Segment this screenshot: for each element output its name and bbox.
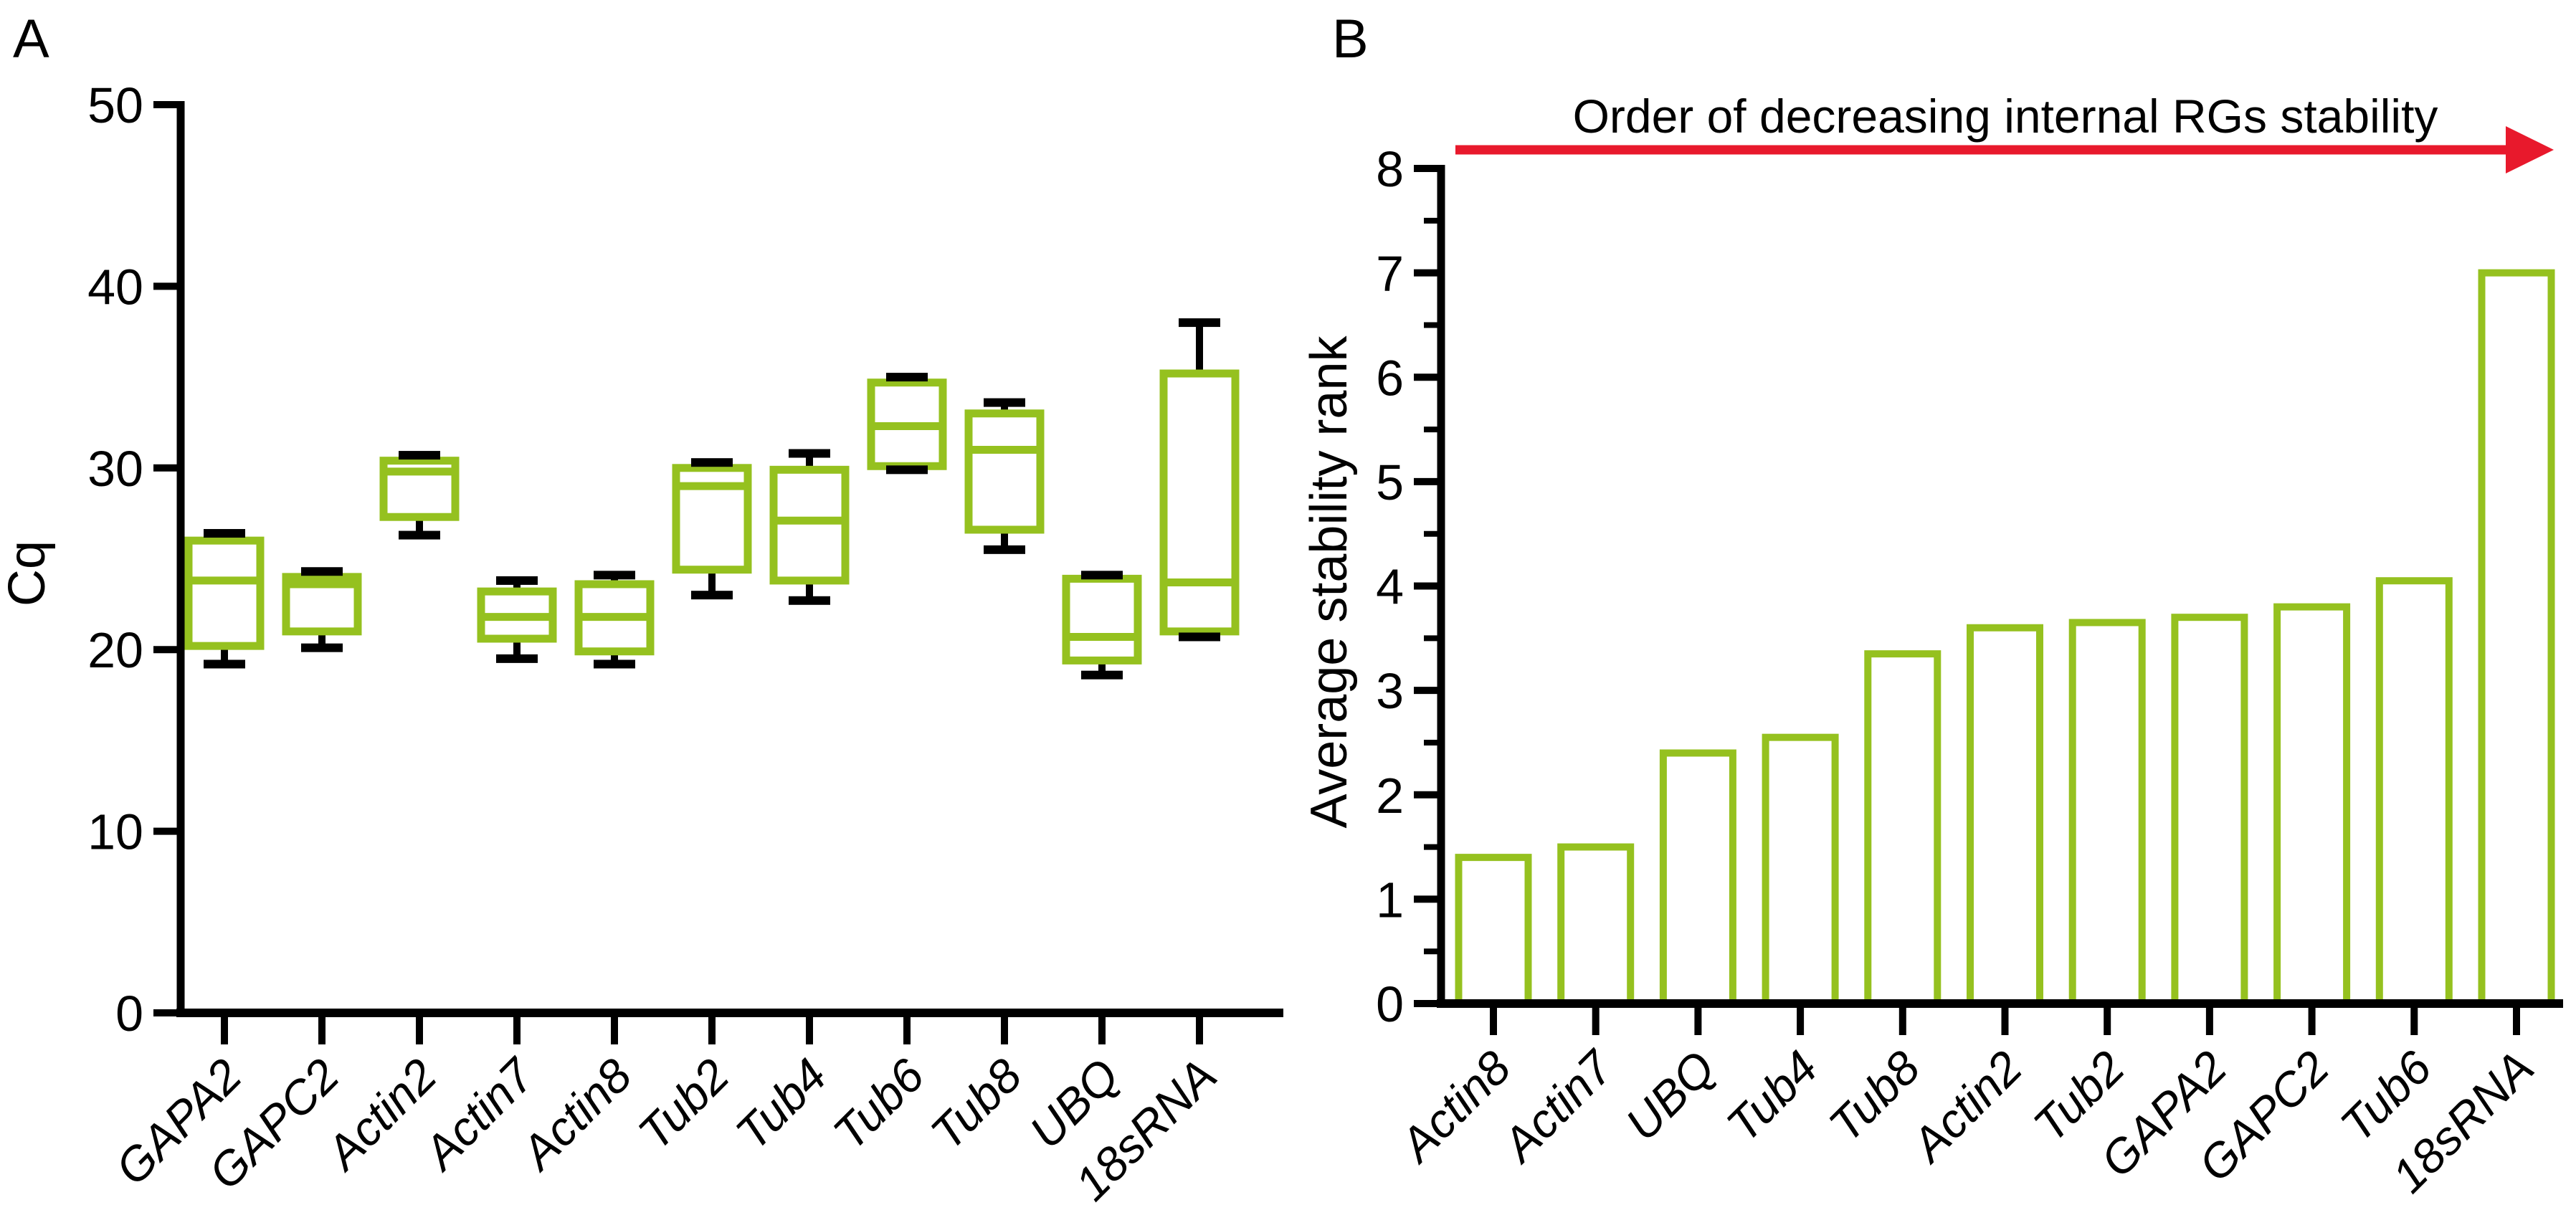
panel-b-y-tick-label: 1 bbox=[1376, 872, 1404, 928]
box-iqr-rect bbox=[184, 536, 265, 650]
bar-rect bbox=[2068, 619, 2146, 1007]
box-min-cap bbox=[1179, 632, 1220, 642]
panel-b-y-tick-label: 4 bbox=[1376, 559, 1404, 615]
panel-b-category-label: Actin7 bbox=[1491, 1039, 1624, 1173]
panel-b-category-label: UBQ bbox=[1615, 1041, 1725, 1151]
panel-a-category-label: Actin7 bbox=[412, 1047, 545, 1181]
panel-a: A Cq 01020304050GAPA2GAPC2Actin2Actin7Ac… bbox=[0, 9, 1283, 1210]
box-min-cap bbox=[1081, 670, 1123, 680]
stability-order-title: Order of decreasing internal RGs stabili… bbox=[1573, 90, 2438, 143]
panel-b-category-label: Actin2 bbox=[1900, 1041, 2033, 1173]
panel-b-letter: B bbox=[1332, 9, 1369, 70]
box-max-cap bbox=[594, 571, 635, 580]
panel-a-category-label: Tub8 bbox=[921, 1048, 1032, 1159]
panel-a-category-label: Tub4 bbox=[726, 1049, 837, 1160]
panel-a-y-axis-title: Cq bbox=[0, 540, 56, 606]
panel-a-letter: A bbox=[13, 9, 49, 70]
panel-a-y-tick-label: 50 bbox=[87, 77, 143, 133]
panel-b-y-tick-label: 5 bbox=[1376, 454, 1404, 510]
panel-b-y-axis-title: Average stability rank bbox=[1301, 335, 1358, 828]
box-min-cap bbox=[886, 465, 928, 475]
bar-rect bbox=[1967, 624, 2043, 1007]
box-max-cap bbox=[496, 576, 538, 585]
panel-b-y-tick-label: 2 bbox=[1376, 768, 1404, 824]
panel-a-category-label: Tub6 bbox=[823, 1048, 934, 1159]
panel-a-category-label: Actin8 bbox=[509, 1048, 642, 1181]
box-max-cap bbox=[886, 373, 928, 382]
box-max-cap bbox=[789, 449, 830, 458]
panel-a-category-label: Actin2 bbox=[314, 1049, 447, 1181]
box-max-cap bbox=[399, 451, 440, 460]
stability-arrow-head-icon bbox=[2506, 126, 2554, 173]
panel-a-y-tick-label: 40 bbox=[87, 259, 143, 315]
panel-b-y-tick-label: 0 bbox=[1376, 976, 1404, 1032]
bar-rect bbox=[2478, 269, 2555, 1007]
box-max-cap bbox=[1081, 571, 1123, 580]
box-max-cap bbox=[301, 567, 343, 576]
box-max-cap bbox=[204, 529, 245, 538]
box-min-cap bbox=[399, 530, 440, 540]
panel-a-y-tick-label: 10 bbox=[87, 804, 143, 860]
box-min-cap bbox=[204, 659, 245, 669]
box-min-cap bbox=[301, 643, 343, 652]
box-min-cap bbox=[984, 545, 1025, 554]
panel-b-y-tick-label: 3 bbox=[1376, 663, 1404, 719]
bar-rect bbox=[1762, 733, 1839, 1007]
box-iqr-rect bbox=[964, 409, 1045, 534]
panel-b-y-tick-label: 7 bbox=[1376, 246, 1404, 302]
panel-a-y-tick-label: 0 bbox=[115, 986, 143, 1042]
bar-rect bbox=[2171, 614, 2248, 1007]
box-iqr-rect bbox=[1159, 369, 1240, 636]
panel-b-category-label: Actin8 bbox=[1388, 1040, 1521, 1173]
bar-rect bbox=[1557, 843, 1635, 1007]
box-min-cap bbox=[691, 591, 733, 600]
box-max-cap bbox=[984, 398, 1025, 407]
panel-a-y-tick-label: 30 bbox=[87, 441, 143, 497]
panel-b: B Average stability rank Order of decrea… bbox=[1301, 9, 2563, 1203]
panel-a-plot: 01020304050GAPA2GAPC2Actin2Actin7Actin8T… bbox=[87, 77, 1283, 1210]
panel-a-category-label: Tub2 bbox=[628, 1049, 739, 1160]
panel-b-category-label: Tub4 bbox=[1716, 1041, 1828, 1152]
bar-rect bbox=[1659, 749, 1736, 1007]
panel-a-y-tick-label: 20 bbox=[87, 622, 143, 678]
box-iqr-rect bbox=[769, 465, 850, 585]
bar-rect bbox=[2375, 577, 2453, 1007]
box-min-cap bbox=[594, 659, 635, 669]
bar-rect bbox=[1864, 650, 1941, 1007]
box-min-cap bbox=[496, 654, 538, 663]
box-max-cap bbox=[691, 458, 733, 467]
panel-b-plot: 012345678Actin8Actin7UBQTub4Tub8Actin2Tu… bbox=[1376, 141, 2563, 1203]
box-min-cap bbox=[789, 596, 830, 605]
panel-b-y-tick-label: 8 bbox=[1376, 141, 1404, 197]
panel-b-y-tick-label: 6 bbox=[1376, 350, 1404, 406]
box-iqr-rect bbox=[1062, 574, 1142, 664]
bar-rect bbox=[1455, 854, 1532, 1007]
bar-rect bbox=[2273, 603, 2351, 1007]
box-max-cap bbox=[1179, 318, 1220, 328]
